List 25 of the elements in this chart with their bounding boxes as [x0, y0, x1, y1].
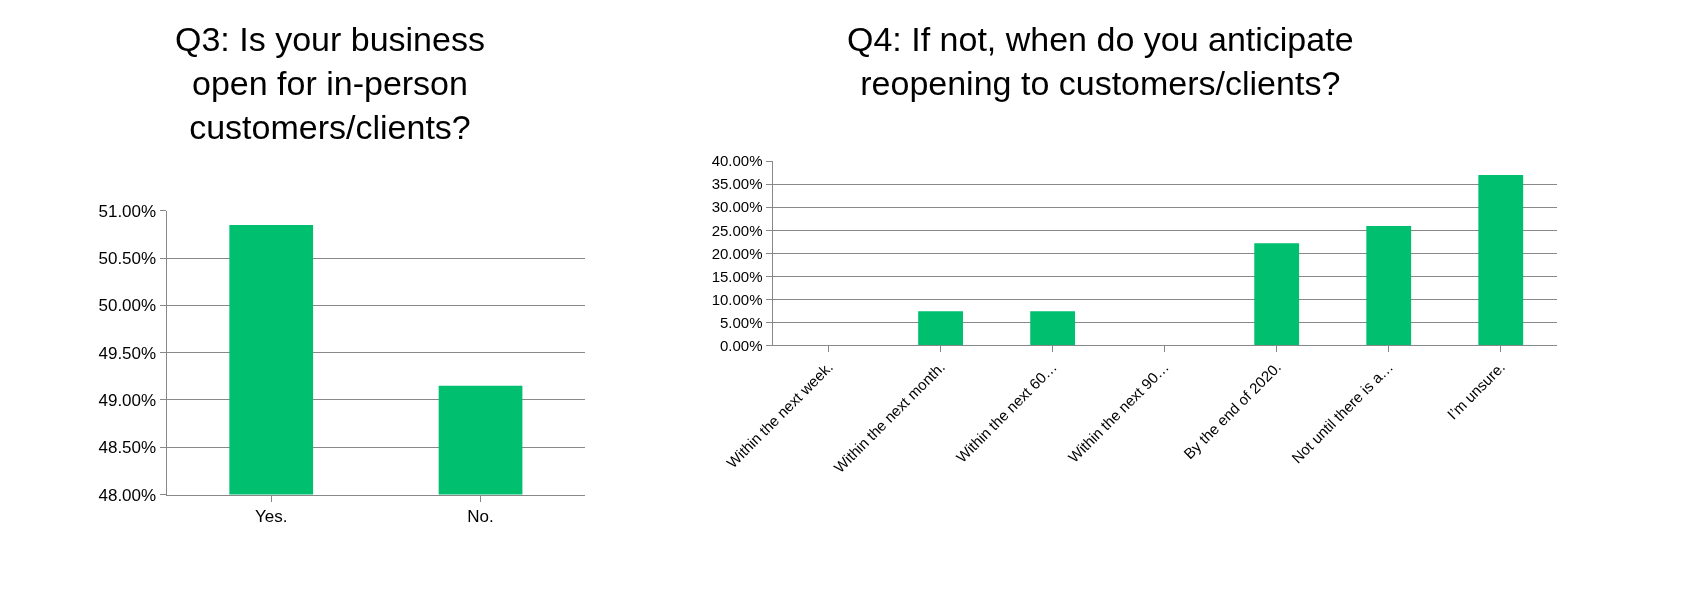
chart-title: Q4: If not, when do you anticipate reopening to customers/clients? [847, 20, 1354, 103]
y-tick-label: 50.00% [98, 296, 157, 316]
y-tick-label: 25.00% [711, 221, 763, 239]
y-tick-label: 48.00% [98, 485, 157, 505]
bar [1030, 311, 1076, 346]
y-tick-label: 20.00% [711, 244, 763, 262]
y-tick-label: 48.50% [98, 438, 157, 458]
y-tick-label: 51.00% [98, 201, 157, 221]
y-tick-label: 40.00% [711, 152, 763, 170]
bar [918, 311, 964, 346]
y-tick-label: 35.00% [711, 175, 763, 193]
bar [1366, 226, 1412, 346]
x-tick-label: No. [467, 506, 494, 526]
y-tick-label: 5.00% [720, 313, 763, 331]
x-tick-label: Yes. [254, 506, 288, 526]
y-tick-label: 10.00% [711, 290, 763, 308]
y-tick-label: 50.50% [98, 249, 157, 269]
y-tick-label: 49.00% [98, 390, 157, 410]
y-tick-label: 15.00% [711, 267, 763, 285]
y-tick-label: 30.00% [711, 198, 763, 216]
y-tick-label: 0.00% [720, 336, 763, 354]
chart-title: Q3: Is your business open for in-person customers/clients? [175, 20, 485, 147]
bar [1478, 175, 1524, 346]
y-tick-label: 49.50% [98, 343, 157, 363]
bar [1254, 243, 1300, 346]
